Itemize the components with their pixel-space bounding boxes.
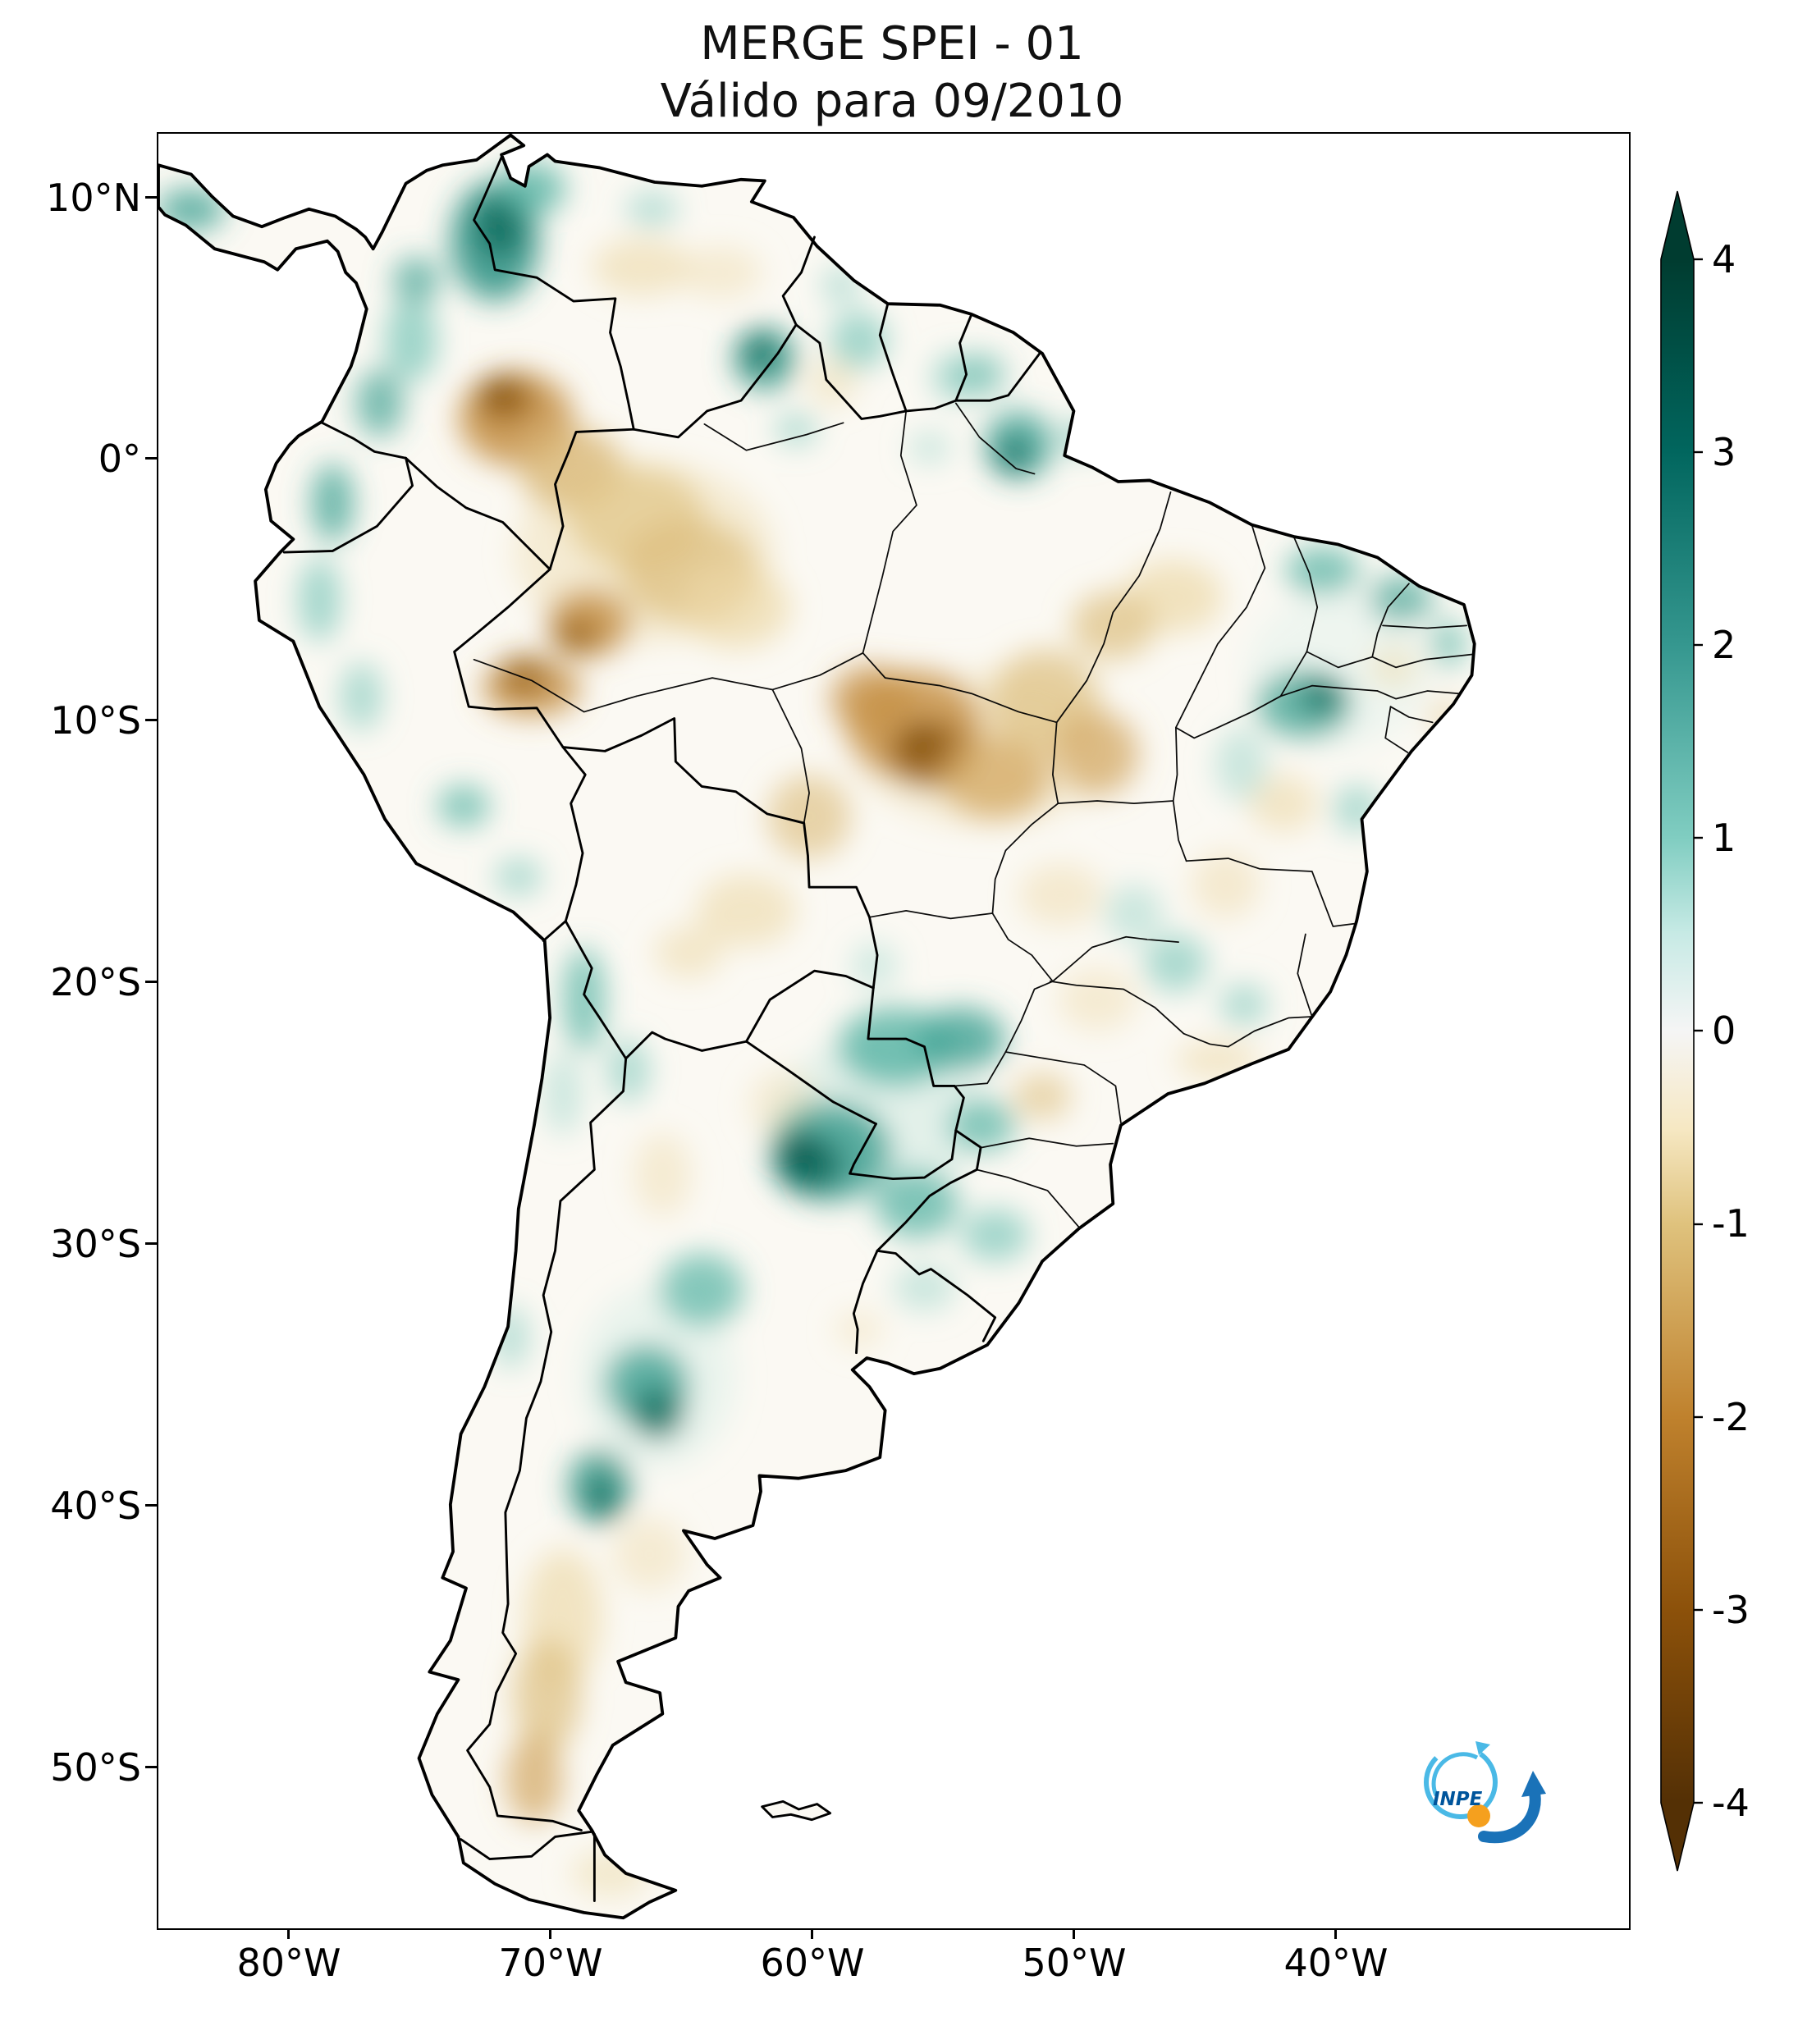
lat-tick-label: 10°S (50, 698, 141, 743)
colorbar-tick-label: 4 (1712, 237, 1736, 281)
lon-tick-mark (287, 1927, 290, 1939)
colorbar-tick-label: 2 (1712, 623, 1736, 667)
lon-tick-mark (549, 1927, 551, 1939)
lat-tick-label: 0° (98, 437, 141, 481)
lat-tick-label: 40°S (50, 1484, 141, 1528)
lat-tick-mark (145, 1504, 157, 1507)
coastline (158, 134, 1476, 1920)
inpe-logo: INPE (1408, 1717, 1556, 1856)
lat-tick-mark (145, 457, 157, 460)
lat-tick-mark (145, 981, 157, 983)
spei-field (158, 162, 1464, 1897)
lon-tick-mark (1073, 1927, 1075, 1939)
lat-tick-mark (145, 1766, 157, 1768)
inpe-logo-canvas: INPE (1424, 1741, 1546, 1844)
colorbar-tick-label: -4 (1712, 1781, 1750, 1825)
lon-tick-label: 50°W (1022, 1941, 1127, 1985)
figure-subtitle: Válido para 09/2010 (660, 75, 1124, 128)
state-borders (473, 402, 1474, 1228)
blue-arrow-icon (1478, 1783, 1541, 1844)
colorbar-tick-label: 3 (1712, 430, 1736, 474)
colorbar-tick-label: 1 (1712, 816, 1736, 860)
lat-tick-label: 30°S (50, 1222, 141, 1266)
map-canvas (158, 134, 1476, 1920)
lon-tick-label: 80°W (236, 1941, 341, 1985)
orange-dot-icon (1467, 1804, 1490, 1827)
colorbar (1645, 172, 1784, 1904)
colorbar-tick-label: -3 (1712, 1588, 1750, 1632)
colorbar-tick-marks (1694, 258, 1703, 1804)
lat-tick-label: 50°S (50, 1745, 141, 1790)
country-borders (282, 156, 1041, 1902)
map-axes (157, 132, 1631, 1930)
orbit-swirl-icon (1424, 1741, 1498, 1819)
lon-tick-mark (811, 1927, 813, 1939)
colorbar-tick-label: -2 (1712, 1395, 1750, 1439)
blue-arrow-head-icon (1521, 1771, 1546, 1797)
lon-tick-label: 70°W (498, 1941, 603, 1985)
inpe-logo-text: INPE (1433, 1789, 1483, 1810)
lon-tick-label: 60°W (760, 1941, 865, 1985)
lon-tick-label: 40°W (1283, 1941, 1389, 1985)
lat-tick-label: 20°S (50, 960, 141, 1004)
colorbar-canvas (1660, 190, 1703, 1872)
land-base (158, 135, 1475, 1918)
colorbar-tick-label: 0 (1712, 1008, 1736, 1053)
falkland-islands-outline (761, 1799, 832, 1822)
colorbar-gradient (1660, 190, 1695, 1872)
lat-tick-mark (145, 719, 157, 721)
lat-tick-mark (145, 1242, 157, 1245)
lon-tick-mark (1334, 1927, 1337, 1939)
lat-tick-mark (145, 196, 157, 199)
figure-title: MERGE SPEI - 01 (700, 17, 1084, 71)
colorbar-tick-label: -1 (1712, 1201, 1750, 1246)
lat-tick-label: 10°N (46, 176, 141, 220)
